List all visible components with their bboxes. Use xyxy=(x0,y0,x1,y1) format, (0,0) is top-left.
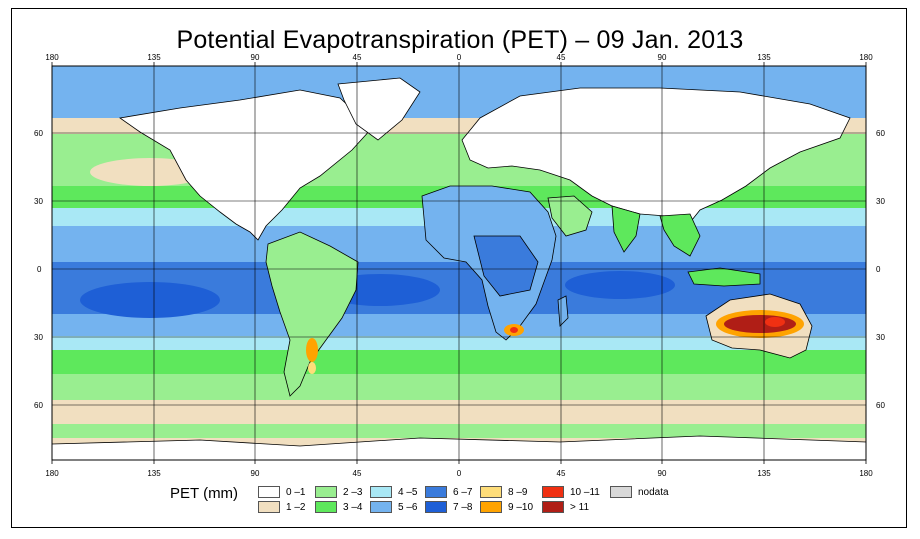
legend-item-label: 0 –1 xyxy=(286,486,306,498)
bottom-lon-labels: 180 135 90 45 0 45 90 135 180 xyxy=(45,469,873,478)
lat-label-left: 30 xyxy=(34,197,43,206)
patch-indian-high xyxy=(565,271,675,299)
lon-label-top: 135 xyxy=(147,53,161,62)
lon-label-top: 45 xyxy=(353,53,362,62)
lat-label-left: 0 xyxy=(37,265,42,274)
eurasia xyxy=(461,87,851,231)
map-title: Potential Evapotranspiration (PET) – 09 … xyxy=(176,26,744,54)
legend-item-label: 7 –8 xyxy=(453,501,473,513)
hotspot-australia-core xyxy=(724,315,796,333)
lon-label-top: 180 xyxy=(859,53,873,62)
legend-item-label: 3 –4 xyxy=(343,501,363,513)
left-lat-labels: 60 30 0 30 60 xyxy=(34,129,43,410)
lon-label-bottom: 180 xyxy=(45,469,59,478)
lat-label-left: 60 xyxy=(34,129,43,138)
southeast-asia xyxy=(659,213,701,257)
madagascar xyxy=(557,295,569,327)
lat-label-left: 60 xyxy=(34,401,43,410)
lon-label-bottom: 90 xyxy=(658,469,667,478)
legend-item-label: 10 –11 xyxy=(570,486,600,498)
legend-item: 0 –1 xyxy=(258,485,305,499)
graticule xyxy=(52,66,866,460)
hotspot-argentina xyxy=(306,338,318,362)
right-lat-labels: 60 30 0 30 60 xyxy=(876,129,885,410)
north-america xyxy=(118,89,373,241)
legend-item: 3 –4 xyxy=(315,500,362,514)
legend-swatch xyxy=(610,486,632,498)
legend-swatch xyxy=(258,501,280,513)
legend-item: 10 –11 xyxy=(542,485,600,499)
lon-label-bottom: 0 xyxy=(457,469,462,478)
legend-item-label: 9 –10 xyxy=(508,501,534,513)
legend-swatch xyxy=(425,501,447,513)
legend-swatch xyxy=(370,501,392,513)
legend-swatch xyxy=(315,501,337,513)
africa-central xyxy=(473,235,539,297)
lon-label-bottom: 135 xyxy=(757,469,771,478)
lon-label-bottom: 90 xyxy=(251,469,260,478)
india xyxy=(611,205,641,253)
indonesia xyxy=(687,267,761,287)
figure-frame xyxy=(11,8,907,528)
legend-swatch xyxy=(258,486,280,498)
lat-label-right: 60 xyxy=(876,129,885,138)
lon-label-bottom: 180 xyxy=(859,469,873,478)
hotspot-australia-peak xyxy=(765,317,785,327)
lon-label-bottom: 135 xyxy=(147,469,161,478)
legend-item: 8 –9 xyxy=(480,485,527,499)
tick-marks xyxy=(51,62,867,464)
legend-item: 9 –10 xyxy=(480,500,533,514)
legend-swatch xyxy=(370,486,392,498)
legend-item-label: 6 –7 xyxy=(453,486,473,498)
legend-item-label: > 11 xyxy=(570,501,589,513)
arabia xyxy=(547,195,593,237)
legend-swatch xyxy=(480,501,502,513)
legend-item: 7 –8 xyxy=(425,500,472,514)
legend-swatch xyxy=(480,486,502,498)
legend-item-label: 1 –2 xyxy=(286,501,306,513)
legend-item: 2 –3 xyxy=(315,485,362,499)
top-lon-labels: 180 135 90 45 0 45 90 135 180 xyxy=(45,53,873,62)
legend-item-label: 2 –3 xyxy=(343,486,363,498)
legend-item-label: 5 –6 xyxy=(398,501,418,513)
lon-label-top: 180 xyxy=(45,53,59,62)
legend-swatch xyxy=(315,486,337,498)
legend-item: 1 –2 xyxy=(258,500,305,514)
legend-swatch xyxy=(542,486,564,498)
legend-swatch xyxy=(542,501,564,513)
patch-pacific-high xyxy=(80,282,220,318)
lat-label-right: 30 xyxy=(876,333,885,342)
lon-label-top: 135 xyxy=(757,53,771,62)
lon-label-top: 90 xyxy=(251,53,260,62)
lat-label-left: 30 xyxy=(34,333,43,342)
lon-label-bottom: 45 xyxy=(353,469,362,478)
lat-label-right: 0 xyxy=(876,265,881,274)
lon-label-top: 0 xyxy=(457,53,462,62)
legend-item: 5 –6 xyxy=(370,500,417,514)
lat-label-right: 30 xyxy=(876,197,885,206)
legend-item: nodata xyxy=(610,485,669,499)
lon-label-top: 45 xyxy=(557,53,566,62)
legend-swatch xyxy=(425,486,447,498)
lon-label-top: 90 xyxy=(658,53,667,62)
legend-item-label: 8 –9 xyxy=(508,486,528,498)
legend-title: PET (mm) xyxy=(170,485,239,502)
lat-label-right: 60 xyxy=(876,401,885,410)
hotspot-southern-africa-peak xyxy=(510,327,518,333)
greenland xyxy=(337,77,421,141)
hotspot-argentina-south xyxy=(308,362,316,374)
legend-item: 4 –5 xyxy=(370,485,417,499)
legend-item-label: nodata xyxy=(638,486,669,498)
legend-item: 6 –7 xyxy=(425,485,472,499)
legend-item: > 11 xyxy=(542,500,589,514)
south-america xyxy=(265,231,359,397)
legend-item-label: 4 –5 xyxy=(398,486,418,498)
lon-label-bottom: 45 xyxy=(557,469,566,478)
